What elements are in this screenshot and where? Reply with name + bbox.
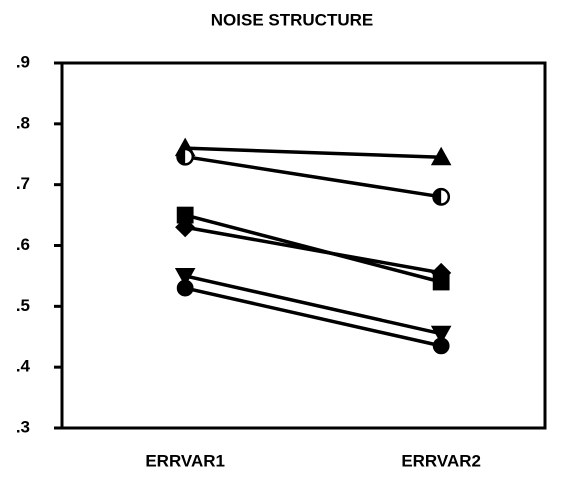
marker	[430, 146, 452, 166]
marker	[176, 147, 195, 166]
marker-part	[433, 189, 442, 205]
x-tick-label: ERRVAR2	[401, 451, 481, 470]
y-tick-label: .6	[16, 235, 30, 254]
y-tick-label: .3	[16, 417, 30, 436]
x-tick-label: ERRVAR1	[145, 451, 225, 470]
marker	[175, 217, 196, 238]
marker	[174, 267, 196, 287]
y-tick-label: .8	[16, 113, 30, 132]
y-tick-label: .9	[16, 52, 30, 71]
marker	[432, 337, 450, 355]
y-tick-label: .7	[16, 174, 30, 193]
series-line	[184, 286, 442, 348]
marker-part	[177, 149, 186, 165]
marker	[430, 325, 452, 345]
y-tick-label: .4	[16, 357, 31, 376]
y-tick-label: .5	[16, 296, 30, 315]
series-line	[185, 146, 442, 160]
series-line	[184, 154, 442, 199]
series-line	[184, 225, 442, 275]
marker	[432, 187, 451, 206]
chart-title: NOISE STRUCTURE	[211, 10, 373, 29]
marker	[176, 279, 194, 297]
series-line	[184, 274, 442, 336]
marker	[431, 262, 452, 283]
